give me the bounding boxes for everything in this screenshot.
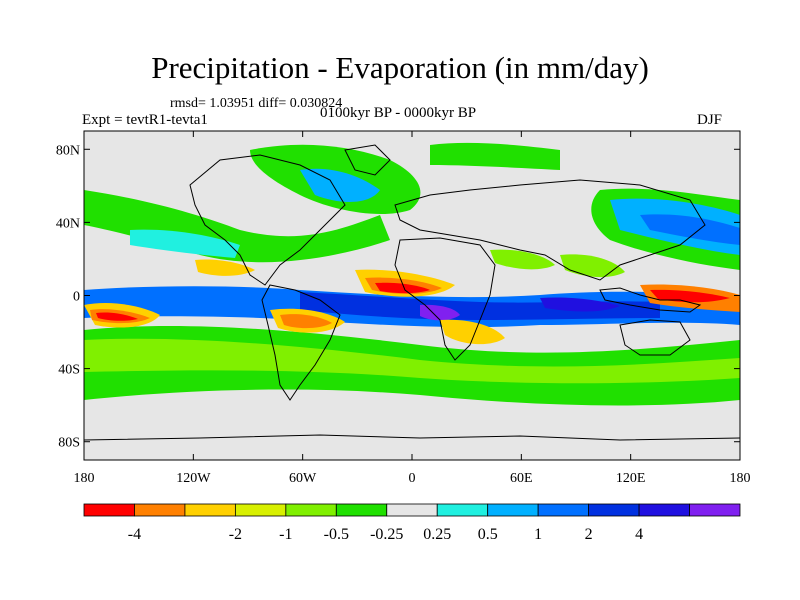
lat-tick-label: 80S [58, 436, 80, 451]
lon-tick-label: 180 [74, 471, 95, 486]
season-label: DJF [697, 112, 723, 128]
lon-tick-label: 120W [176, 471, 211, 486]
latitude-ticks: 80N 40N 0 40S 80S [56, 143, 740, 451]
lat-tick-label: 80N [56, 143, 80, 158]
colorbar: -4 -2 -1 -0.5 -0.25 0.25 0.5 1 2 4 [83, 503, 741, 543]
colorbar-box [638, 503, 690, 517]
lat-tick-label: 0 [73, 290, 80, 305]
colorbar-label: 0.5 [478, 526, 498, 543]
lon-tick-label: 0 [409, 471, 416, 486]
colorbar-box [537, 503, 590, 517]
field-contours [84, 142, 740, 406]
chart-title: Precipitation - Evaporation (in mm/day) [151, 50, 649, 85]
period-label: 0100kyr BP - 0000kyr BP [320, 105, 477, 121]
colorbar-box [588, 503, 640, 517]
colorbar-box [134, 503, 186, 517]
colorbar-box [436, 503, 489, 517]
longitude-ticks: 180 120W 60W 0 60E 120E 180 [74, 131, 751, 486]
colorbar-box [335, 503, 388, 517]
colorbar-box [689, 503, 741, 517]
colorbar-label: -0.5 [324, 526, 349, 543]
lon-tick-label: 60W [289, 471, 317, 486]
lat-tick-label: 40S [58, 363, 80, 378]
colorbar-label: 2 [585, 526, 593, 543]
colorbar-box [184, 503, 236, 517]
colorbar-label: 4 [635, 526, 643, 543]
colorbar-label: 0.25 [423, 526, 451, 543]
coastlines [84, 144, 740, 441]
colorbar-label: -4 [128, 526, 141, 543]
colorbar-label: -2 [229, 526, 242, 543]
colorbar-label: 1 [534, 526, 542, 543]
colorbar-box [386, 503, 438, 517]
lon-tick-label: 180 [730, 471, 751, 486]
lon-tick-label: 60E [510, 471, 533, 486]
colorbar-box [234, 503, 287, 517]
colorbar-box [83, 503, 135, 517]
colorbar-box [487, 503, 539, 517]
colorbar-box [285, 503, 337, 517]
colorbar-label: -1 [279, 526, 292, 543]
rmsd-diff-stats: rmsd= 1.03951 diff= 0.030824 [170, 96, 343, 111]
lon-tick-label: 120E [616, 471, 646, 486]
experiment-label: Expt = tevtR1-tevta1 [82, 112, 208, 128]
lat-tick-label: 40N [56, 216, 80, 231]
colorbar-label: -0.25 [370, 526, 403, 543]
